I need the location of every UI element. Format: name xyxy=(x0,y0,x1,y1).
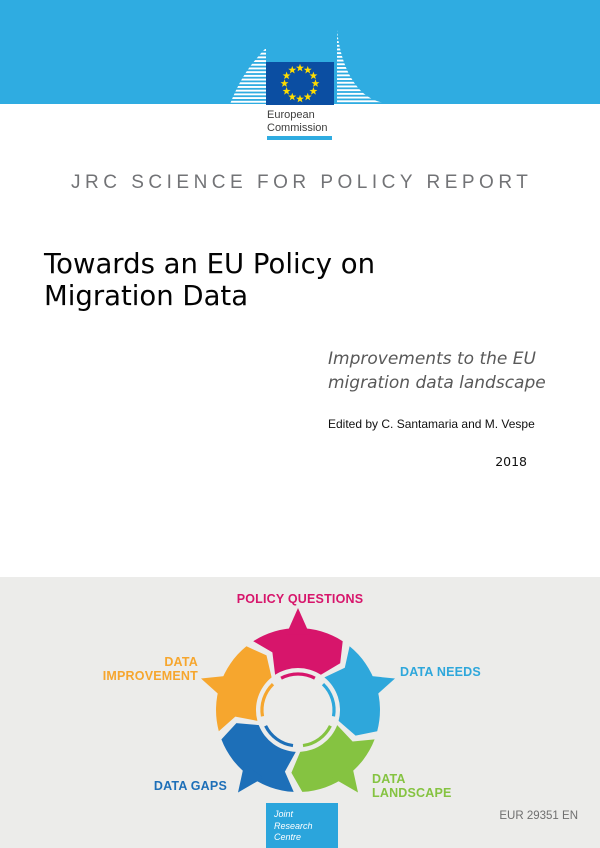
arrow-data-landscape xyxy=(332,763,358,793)
ec-wordmark-underline xyxy=(267,136,332,140)
ec-wordmark: European Commission xyxy=(267,109,328,135)
ec-wordmark-line2: Commission xyxy=(267,122,328,134)
label-data-gaps: DATA GAPS xyxy=(153,779,227,793)
inner-ring-policy-questions xyxy=(280,672,316,680)
editors-line: Edited by C. Santamaria and M. Vespe xyxy=(328,417,535,431)
arrow-data-gaps xyxy=(238,763,264,793)
label-policy-questions: POLICY QUESTIONS xyxy=(236,592,364,606)
cover-illustration-panel: POLICY QUESTIONS DATA NEEDS DATA LANDSCA… xyxy=(0,577,600,848)
label-data-landscape: DATA LANDSCAPE xyxy=(372,772,452,800)
report-number: EUR 29351 EN xyxy=(499,810,578,822)
inner-ring-data-landscape xyxy=(302,725,332,748)
report-title: Towards an EU Policy on Migration Data xyxy=(44,248,375,312)
report-subtitle-line1: Improvements to the EU xyxy=(328,349,536,369)
report-title-line2: Migration Data xyxy=(44,280,249,312)
segment-policy-questions xyxy=(253,627,343,675)
inner-ring-data-gaps xyxy=(264,725,294,748)
label-data-needs: DATA NEEDS xyxy=(400,665,481,679)
publication-year: 2018 xyxy=(495,454,527,469)
segment-data-improvement xyxy=(216,646,272,732)
jrc-logo: Joint Research Centre xyxy=(266,803,338,848)
arrow-policy-questions xyxy=(286,608,310,635)
ec-wordmark-line1: European xyxy=(267,109,315,121)
header-band xyxy=(0,0,600,104)
label-data-improvement: DATA IMPROVEMENT xyxy=(102,655,198,683)
report-series-title: JRC SCIENCE FOR POLICY REPORT xyxy=(71,172,533,193)
report-subtitle: Improvements to the EU migration data la… xyxy=(328,348,546,395)
report-subtitle-line2: migration data landscape xyxy=(328,372,546,393)
segment-data-needs xyxy=(324,646,380,736)
inner-ring-data-needs xyxy=(321,682,336,717)
arrow-data-improvement xyxy=(201,675,231,699)
inner-ring-data-improvement xyxy=(260,682,275,717)
arrow-data-needs xyxy=(365,675,395,699)
data-cycle-diagram xyxy=(201,608,395,793)
report-title-line1: Towards an EU Policy on xyxy=(44,248,376,280)
segment-data-landscape xyxy=(291,725,375,792)
segment-data-gaps xyxy=(221,723,296,792)
